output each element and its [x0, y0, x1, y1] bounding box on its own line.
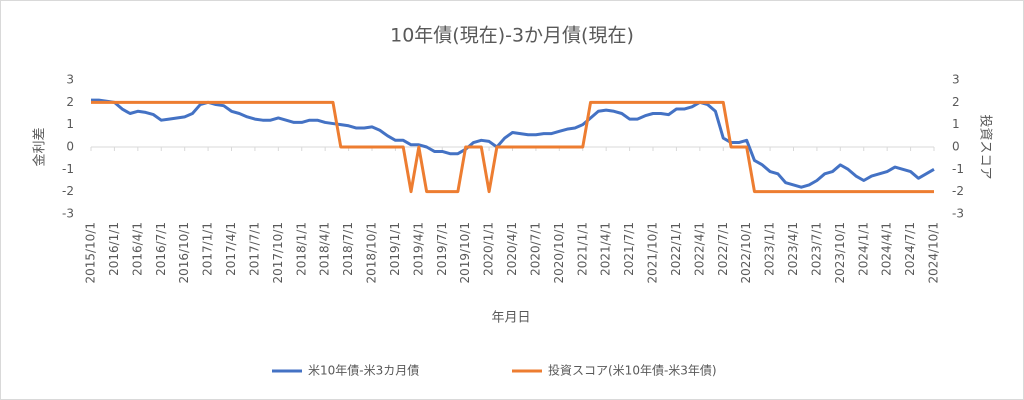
x-tick-label: 2017/10/1: [271, 222, 285, 284]
x-tick-label: 2020/4/1: [505, 222, 519, 276]
x-tick-label: 2020/1/1: [482, 222, 496, 276]
y2-tick-label: -2: [952, 184, 964, 198]
x-tick-label: 2016/10/1: [177, 222, 191, 284]
x-tick-label: 2021/10/1: [646, 222, 660, 284]
x-tick-label: 2017/7/1: [247, 222, 261, 276]
line-series: [91, 100, 934, 194]
x-tick-label: 2020/7/1: [528, 222, 542, 276]
x-tick-label: 2023/7/1: [809, 222, 823, 276]
x-tick-label: 2017/1/1: [201, 222, 215, 276]
y-tick-label: 3: [66, 73, 74, 87]
y2-axis-label: 投資スコア: [978, 114, 994, 179]
y-tick-label: -3: [62, 207, 74, 221]
x-tick-label: 2018/4/1: [318, 222, 332, 276]
x-tick-label: 2021/1/1: [575, 222, 589, 276]
y-axis-label: 金利差: [32, 127, 48, 166]
x-tick-label: 2020/10/1: [552, 222, 566, 284]
y-tick-label: -1: [62, 162, 74, 176]
chart-title: 10年債(現在)-3か月債(現在): [390, 25, 634, 47]
x-tick-label: 2024/1/1: [856, 222, 870, 276]
y2-tick-label: 0: [952, 140, 960, 154]
y2-tick-label: 2: [952, 95, 960, 109]
x-tick-label: 2016/7/1: [154, 222, 168, 276]
x-tick-label: 2018/10/1: [365, 222, 379, 284]
legend-label: 投資スコア(米10年債-米3年債): [548, 363, 717, 378]
y-tick-label: -2: [62, 184, 74, 198]
x-tick-label: 2024/4/1: [880, 222, 894, 276]
x-tick-label: 2016/4/1: [130, 222, 144, 276]
x-tick-label: 2023/1/1: [763, 222, 777, 276]
x-tick-label: 2018/1/1: [294, 222, 308, 276]
x-tick-label: 2023/10/1: [833, 222, 847, 284]
y2-tick-label: 1: [952, 117, 960, 131]
y2-tick-label: -3: [952, 207, 964, 221]
x-tick-label: 2022/10/1: [739, 222, 753, 284]
x-tick-label: 2023/4/1: [786, 222, 800, 276]
x-tick-label: 2021/4/1: [599, 222, 613, 276]
x-tick-label: 2019/7/1: [435, 222, 449, 276]
x-tick-label: 2016/1/1: [107, 222, 121, 276]
x-tick-label: 2019/1/1: [388, 222, 402, 276]
x-tick-label: 2022/1/1: [669, 222, 683, 276]
x-axis-label: 年月日: [491, 311, 530, 326]
legend-label: 米10年債-米3カ月債: [308, 363, 419, 378]
x-tick-label: 2018/7/1: [341, 222, 355, 276]
x-tick-label: 2015/10/1: [84, 222, 98, 284]
x-tick-label: 2017/4/1: [224, 222, 238, 276]
line-series: [91, 98, 935, 189]
x-tick-label: 2021/7/1: [622, 222, 636, 276]
y-tick-label: 2: [66, 95, 74, 109]
y2-tick-label: -1: [952, 162, 964, 176]
x-tick-label: 2022/4/1: [692, 222, 706, 276]
y-tick-label: 0: [66, 140, 74, 154]
x-tick-label: 2024/10/1: [927, 222, 941, 284]
x-tick-label: 2019/4/1: [411, 222, 425, 276]
x-tick-label: 2019/10/1: [458, 222, 472, 284]
x-tick-label: 2024/7/1: [903, 222, 917, 276]
y2-tick-label: 3: [952, 73, 960, 87]
y-tick-label: 1: [66, 117, 74, 131]
x-tick-label: 2022/7/1: [716, 222, 730, 276]
